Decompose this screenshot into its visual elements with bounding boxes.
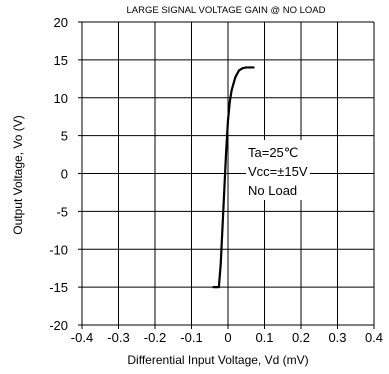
annotation-load: No Load xyxy=(248,183,297,198)
y-axis-label: Output Voltage, Vo (V) xyxy=(11,115,25,234)
y-tick-label: -10 xyxy=(49,242,68,257)
annotation-supply-voltage: Vcc=±15V xyxy=(248,164,308,179)
x-tick-label: 0.2 xyxy=(292,330,310,345)
x-tick-label: 0.4 xyxy=(365,330,383,345)
y-tick-label: 15 xyxy=(54,53,68,68)
y-tick-label: -5 xyxy=(56,204,68,219)
x-tick-label: -0.3 xyxy=(107,330,129,345)
annotation-temperature: Ta=25℃ xyxy=(248,145,298,160)
chart-title: LARGE SIGNAL VOLTAGE GAIN @ NO LOAD xyxy=(127,5,326,16)
x-axis-label: Differential Input Voltage, Vd (mV) xyxy=(127,353,308,367)
y-tick-label: -15 xyxy=(49,280,68,295)
x-tick-label: -0.1 xyxy=(180,330,202,345)
y-tick-label: 20 xyxy=(54,15,68,30)
y-tick-label: 0 xyxy=(61,167,68,182)
x-tick-label: -0.4 xyxy=(71,330,93,345)
x-tick-label: 0.3 xyxy=(328,330,346,345)
y-tick-label: 5 xyxy=(61,129,68,144)
x-tick-label: -0.2 xyxy=(144,330,166,345)
y-tick-label: -20 xyxy=(49,318,68,333)
tick-labels: -0.4 -0.3 -0.2 -0.1 0 0.1 0.2 0.3 0.4 20 15 10 5 0 -5 -… xyxy=(49,15,383,345)
x-tick-label: 0 xyxy=(224,330,231,345)
x-tick-label: 0.1 xyxy=(255,330,273,345)
y-tick-label: 10 xyxy=(54,91,68,106)
